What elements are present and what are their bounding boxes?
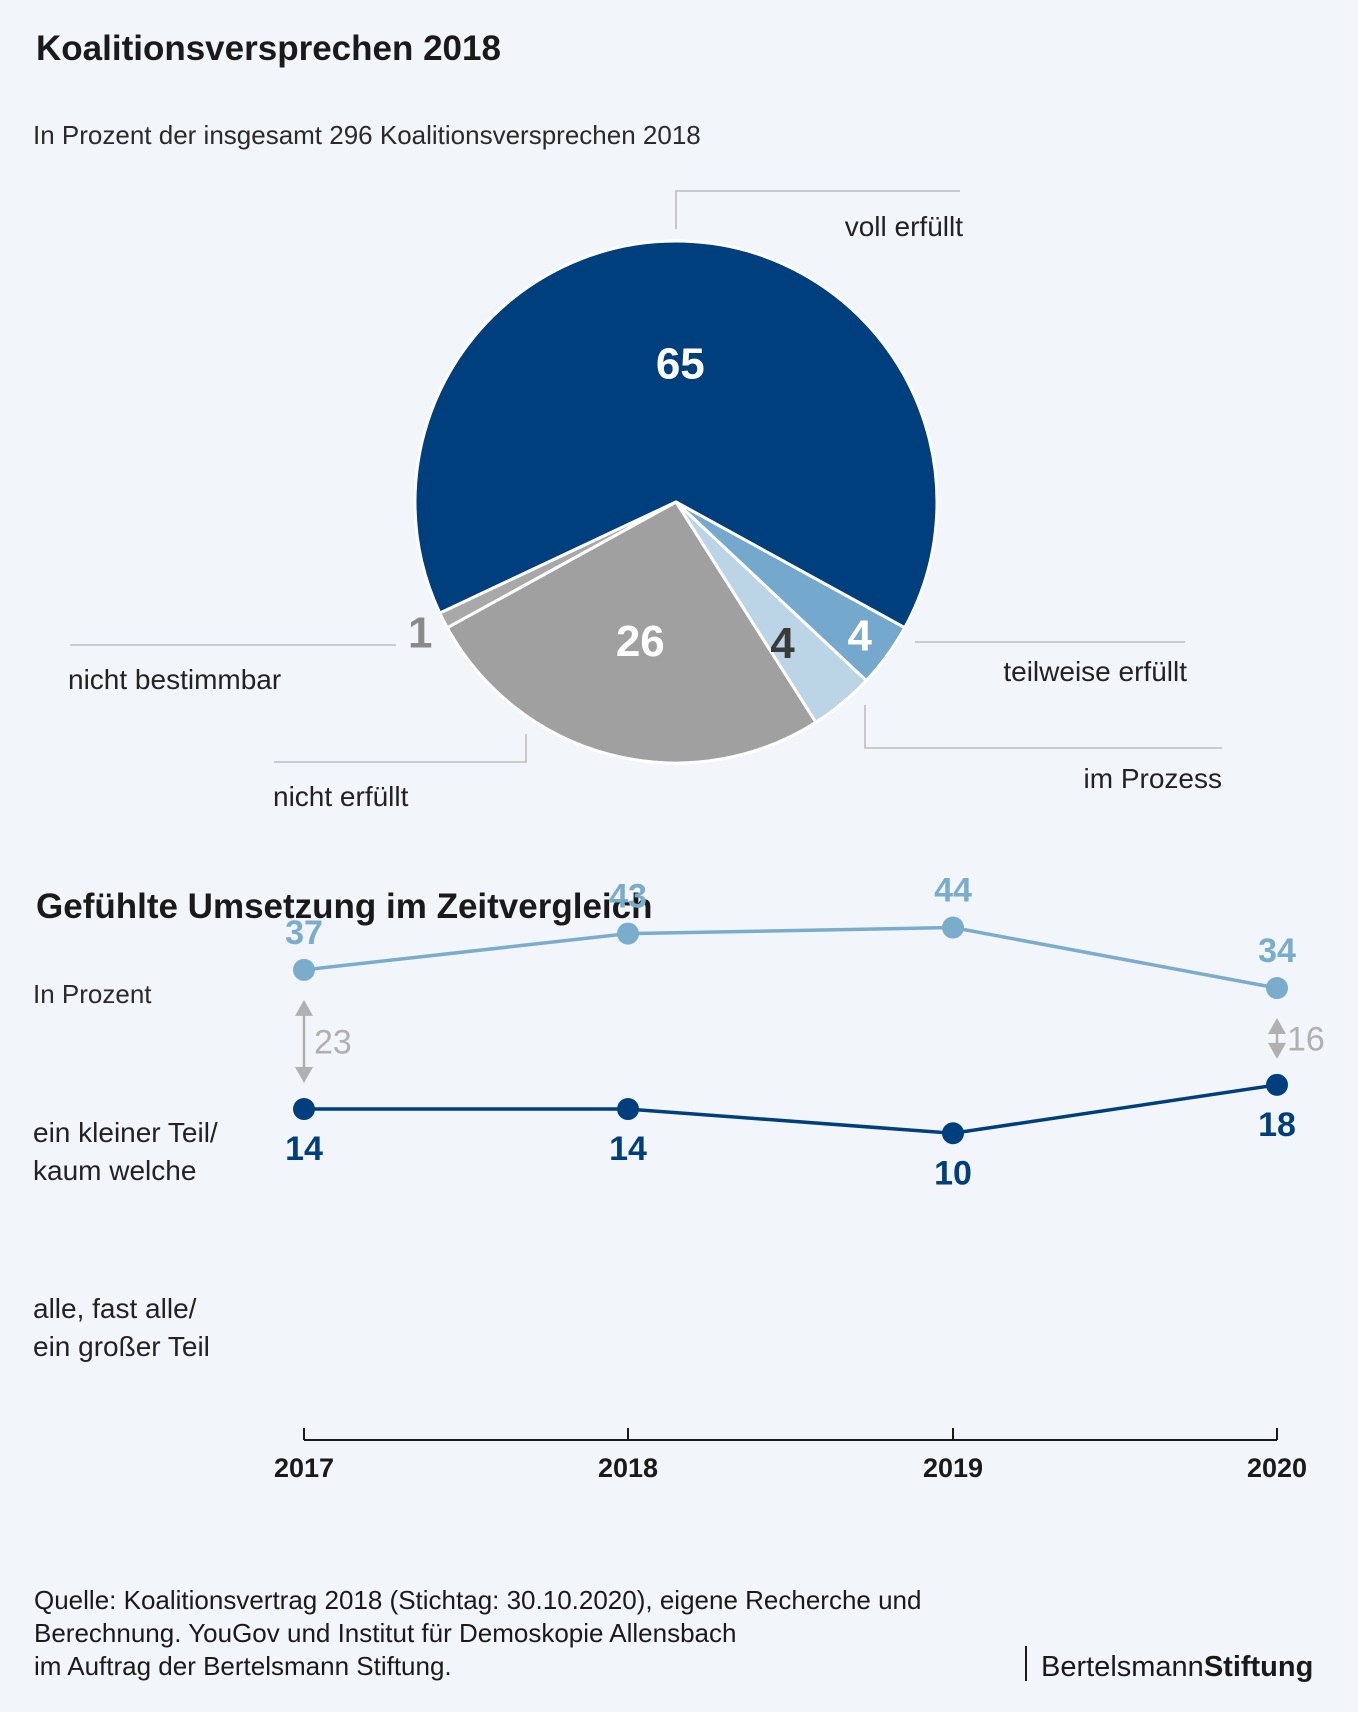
label-im-prozess: im Prozess xyxy=(1084,763,1222,794)
series-label-grosser-teil-line2: ein großer Teil xyxy=(33,1331,210,1362)
series-label-kleiner-teil: ein kleiner Teil/ kaum welche xyxy=(33,1117,225,1186)
source-line-2: Berechnung. YouGov und Institut für Demo… xyxy=(34,1618,736,1648)
data-label-ein-kleiner-teil-kaum-welche-2018: 43 xyxy=(609,878,647,916)
line-chart: Gefühlte Umsetzung im Zeitvergleich In P… xyxy=(33,872,1325,1484)
pie-value-voll-erfüllt: 65 xyxy=(656,340,705,389)
pie-slices xyxy=(413,239,939,765)
source-line-3: im Auftrag der Bertelsmann Stiftung. xyxy=(34,1651,452,1681)
series-label-kleiner-teil-line1: ein kleiner Teil/ xyxy=(33,1117,218,1148)
point-alle-fast-alle-ein-großer-teil-2019 xyxy=(942,1122,964,1145)
data-label-ein-kleiner-teil-kaum-welche-2020: 34 xyxy=(1258,932,1296,970)
pie-value-nicht-erfüllt: 26 xyxy=(616,617,665,666)
point-alle-fast-alle-ein-großer-teil-2020 xyxy=(1266,1073,1288,1096)
x-tick-label-2018: 2018 xyxy=(598,1453,658,1483)
logo: BertelsmannStiftung xyxy=(1041,1651,1313,1683)
pie-subtitle: In Prozent der insgesamt 296 Koalitionsv… xyxy=(33,120,701,150)
label-teilweise-erfuellt: teilweise erfüllt xyxy=(1003,656,1187,687)
data-label-alle-fast-alle-ein-großer-teil-2017: 14 xyxy=(285,1130,323,1168)
series-label-grosser-teil: alle, fast alle/ ein großer Teil xyxy=(33,1293,210,1362)
data-label-alle-fast-alle-ein-großer-teil-2018: 14 xyxy=(609,1130,647,1168)
leader-im-prozess xyxy=(864,705,1222,749)
data-label-alle-fast-alle-ein-großer-teil-2019: 10 xyxy=(934,1154,972,1192)
label-voll-erfuellt: voll erfüllt xyxy=(845,211,963,242)
pie-slice-voll-erfüllt xyxy=(413,239,939,630)
difference-value-2017: 23 xyxy=(314,1023,352,1061)
point-ein-kleiner-teil-kaum-welche-2020 xyxy=(1266,977,1288,1000)
x-tick-label-2017: 2017 xyxy=(274,1453,334,1483)
point-alle-fast-alle-ein-großer-teil-2018 xyxy=(617,1098,639,1121)
x-axis: 2017 2018 2019 2020 xyxy=(274,1428,1307,1483)
leader-nicht-erfuellt xyxy=(274,734,527,763)
pie-chart: Koalitionsversprechen 2018 In Prozent de… xyxy=(33,29,1222,812)
logo-part2: Stiftung xyxy=(1204,1651,1314,1683)
difference-arrow-2017: 23 xyxy=(295,999,352,1084)
point-ein-kleiner-teil-kaum-welche-2019 xyxy=(942,916,964,939)
difference-markers: 23 16 xyxy=(295,999,1325,1084)
line-title: Gefühlte Umsetzung im Zeitvergleich xyxy=(36,887,653,926)
series-line-alle-fast-alle-ein-großer-teil xyxy=(304,1083,1278,1136)
label-nicht-bestimmbar: nicht bestimmbar xyxy=(68,664,281,695)
point-alle-fast-alle-ein-großer-teil-2017 xyxy=(293,1098,315,1121)
difference-arrow-2020: 16 xyxy=(1268,1018,1325,1059)
leader-voll-erfuellt xyxy=(675,190,960,229)
x-tick-label-2019: 2019 xyxy=(923,1453,983,1483)
label-nicht-erfuellt: nicht erfüllt xyxy=(273,781,409,812)
footer: Quelle: Koalitionsvertrag 2018 (Stichtag… xyxy=(34,1585,1313,1683)
series-lines: 37 43 44 34 14 14 10 18 xyxy=(285,872,1296,1193)
series-label-kleiner-teil-line2: kaum welche xyxy=(33,1155,196,1186)
line-subtitle: In Prozent xyxy=(33,979,152,1009)
arrow-head-up-2017 xyxy=(295,999,313,1016)
logo-part1: Bertelsmann xyxy=(1041,1651,1204,1683)
difference-value-2020: 16 xyxy=(1287,1020,1325,1058)
point-ein-kleiner-teil-kaum-welche-2018 xyxy=(617,922,639,945)
source-text: Quelle: Koalitionsvertrag 2018 (Stichtag… xyxy=(34,1585,929,1681)
series-label-grosser-teil-line1: alle, fast alle/ xyxy=(33,1293,197,1324)
data-label-ein-kleiner-teil-kaum-welche-2019: 44 xyxy=(934,872,972,910)
x-tick-label-2020: 2020 xyxy=(1247,1453,1307,1483)
pie-values: 65 4 4 26 1 xyxy=(408,340,873,668)
source-line-1: Quelle: Koalitionsvertrag 2018 (Stichtag… xyxy=(34,1585,921,1615)
arrow-head-down-2017 xyxy=(295,1067,313,1084)
point-ein-kleiner-teil-kaum-welche-2017 xyxy=(293,958,315,981)
pie-value-teilweise-erfüllt: 4 xyxy=(847,612,872,661)
pie-title: Koalitionsversprechen 2018 xyxy=(36,29,501,68)
data-label-ein-kleiner-teil-kaum-welche-2017: 37 xyxy=(285,914,323,952)
arrow-head-up-2020 xyxy=(1268,1018,1286,1035)
series-line-ein-kleiner-teil-kaum-welche xyxy=(303,925,1278,990)
pie-slice-nicht-erfüllt xyxy=(445,500,818,765)
pie-slice-nicht-bestimmbar xyxy=(438,500,678,630)
pie-value-nicht-bestimmbar: 1 xyxy=(408,608,432,657)
pie-value-im-prozess: 4 xyxy=(770,619,795,668)
arrow-head-down-2020 xyxy=(1268,1042,1286,1059)
data-label-alle-fast-alle-ein-großer-teil-2020: 18 xyxy=(1258,1106,1296,1144)
